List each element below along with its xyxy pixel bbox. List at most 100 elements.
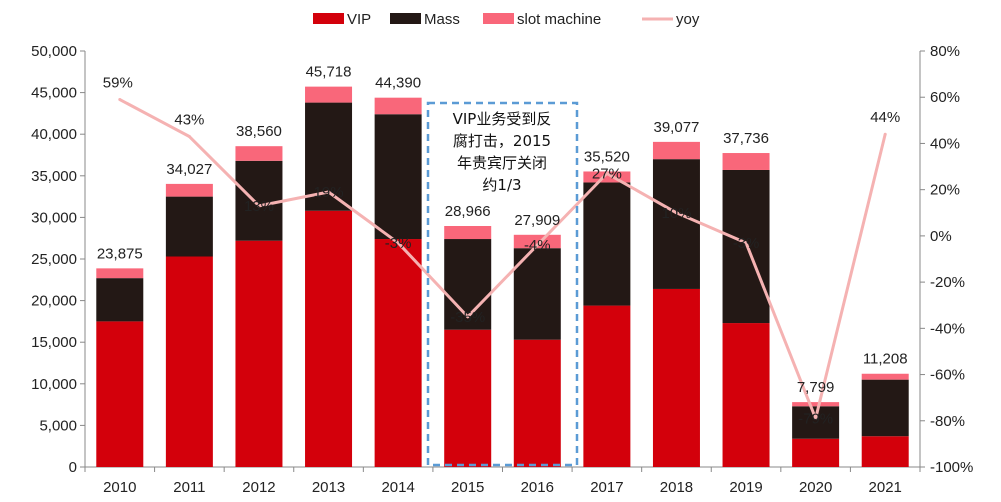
- bar-mass-2014: [374, 114, 422, 240]
- left-tick-label: 40,000: [31, 126, 77, 143]
- bar-mass-2017: [583, 182, 631, 306]
- bar-vip-2015: [444, 329, 492, 467]
- bar-vip-2016: [513, 339, 561, 467]
- left-tick-label: 45,000: [31, 85, 77, 102]
- bar-vip-2020: [792, 438, 840, 467]
- bar-mass-2016: [513, 248, 561, 340]
- total-label-2010: 23,875: [97, 245, 143, 262]
- total-label-2017: 35,520: [584, 148, 630, 165]
- left-tick-label: 50,000: [31, 43, 77, 60]
- annotation-line: 年贵宾厅关闭: [457, 154, 547, 172]
- total-label-2019: 37,736: [723, 130, 769, 147]
- total-label-2012: 38,560: [236, 123, 282, 140]
- total-label-2020: 7,799: [797, 379, 835, 396]
- right-tick-label: 40%: [930, 135, 960, 152]
- legend-label-vip: VIP: [347, 11, 371, 28]
- yoy-label-2021: 44%: [870, 109, 900, 126]
- x-tick-label: 2010: [103, 479, 136, 496]
- total-label-2018: 39,077: [654, 119, 700, 136]
- bar-slot-machine-2014: [374, 97, 422, 115]
- bar-slot-machine-2011: [165, 183, 213, 197]
- yoy-point-2012: [257, 204, 261, 208]
- bar-slot-machine-2021: [861, 373, 909, 380]
- legend-label-slot-machine: slot machine: [517, 11, 601, 28]
- yoy-point-2013: [327, 190, 331, 194]
- yoy-polyline: [119, 98, 887, 420]
- bar-vip-2013: [305, 210, 353, 467]
- left-tick-label: 10,000: [31, 376, 77, 393]
- x-tick-label: 2020: [799, 479, 832, 496]
- bar-vip-2011: [165, 256, 213, 467]
- bar-vip-2010: [96, 321, 144, 467]
- left-tick-label: 15,000: [31, 334, 77, 351]
- left-tick-label: 25,000: [31, 251, 77, 268]
- total-label-2013: 45,718: [306, 64, 352, 81]
- yoy-label-2019: -3%: [733, 235, 760, 252]
- yoy-label-2014: -3%: [385, 235, 412, 252]
- x-tick-label: 2019: [729, 479, 762, 496]
- yoy-label-2016: -4%: [524, 237, 551, 254]
- left-tick-label: 35,000: [31, 168, 77, 185]
- bar-vip-2018: [652, 288, 700, 467]
- total-label-2011: 34,027: [166, 161, 212, 178]
- bar-vip-2012: [235, 240, 283, 467]
- yoy-label-2017: 27%: [592, 165, 622, 182]
- left-tick-label: 30,000: [31, 209, 77, 226]
- bar-mass-2011: [165, 196, 213, 257]
- bar-slot-machine-2018: [652, 141, 700, 160]
- x-tick-label: 2011: [173, 479, 205, 496]
- right-tick-label: 60%: [930, 89, 960, 106]
- bar-mass-2010: [96, 278, 144, 322]
- x-tick-label: 2021: [869, 479, 902, 496]
- yoy-point-2018: [674, 211, 678, 215]
- yoy-label-2013: 19%: [314, 184, 344, 201]
- total-label-2014: 44,390: [375, 75, 421, 92]
- x-tick-label: 2018: [660, 479, 693, 496]
- x-tick-label: 2012: [242, 479, 275, 496]
- bar-slot-machine-2019: [722, 153, 770, 170]
- yoy-point-2017: [605, 171, 609, 175]
- right-tick-label: -40%: [930, 320, 965, 337]
- yoy-label-2011: 43%: [174, 112, 204, 129]
- axes: 0 5,000 10,000 15,000 20,000 25,000 30,000 35,0…: [31, 43, 973, 496]
- x-tick-label: 2017: [590, 479, 623, 496]
- bar-mass-2018: [652, 159, 700, 289]
- total-label-2021: 11,208: [863, 351, 908, 368]
- left-tick-label: 20,000: [31, 293, 77, 310]
- annotation-border: [426, 101, 579, 467]
- x-tick-label: 2015: [451, 479, 484, 496]
- bar-slot-machine-2015: [444, 226, 492, 240]
- bar-vip-2019: [722, 323, 770, 467]
- bar-mass-2012: [235, 160, 283, 241]
- yoy-point-2015: [466, 315, 470, 319]
- total-label-2015: 28,966: [445, 203, 491, 220]
- bar-vip-2017: [583, 305, 631, 467]
- yoy-line: [118, 98, 887, 420]
- yoy-point-2010: [118, 98, 122, 102]
- right-tick-label: -100%: [930, 459, 973, 476]
- left-tick-label: 5,000: [39, 417, 77, 434]
- yoy-point-2020: [814, 416, 818, 420]
- total-label-2016: 27,909: [514, 212, 560, 229]
- bar-slot-machine-2017: [583, 171, 631, 183]
- bar-slot-machine-2020: [792, 402, 840, 407]
- left-tick-label: 0: [69, 459, 77, 476]
- bar-mass-2020: [792, 406, 840, 439]
- right-tick-label: 80%: [930, 43, 960, 60]
- yoy-point-2019: [744, 241, 748, 245]
- annotation-line: 约1/3: [482, 176, 521, 194]
- yoy-point-2014: [396, 241, 400, 245]
- legend-swatch-vip: [313, 13, 344, 24]
- right-tick-label: -20%: [930, 274, 965, 291]
- bar-vip-2021: [861, 436, 909, 467]
- yoy-point-2021: [883, 132, 887, 136]
- data-labels: 23,875 34,027 38,560 45,718 44,390 28,966 27,9…: [97, 64, 908, 428]
- yoy-label-2020: -79%: [798, 410, 833, 427]
- yoy-point-2011: [187, 135, 191, 139]
- legend: VIP Mass slot machine yoy: [313, 11, 700, 28]
- bar-slot-machine-2012: [235, 146, 283, 161]
- yoy-point-2016: [535, 243, 539, 247]
- right-tick-label: 0%: [930, 228, 952, 245]
